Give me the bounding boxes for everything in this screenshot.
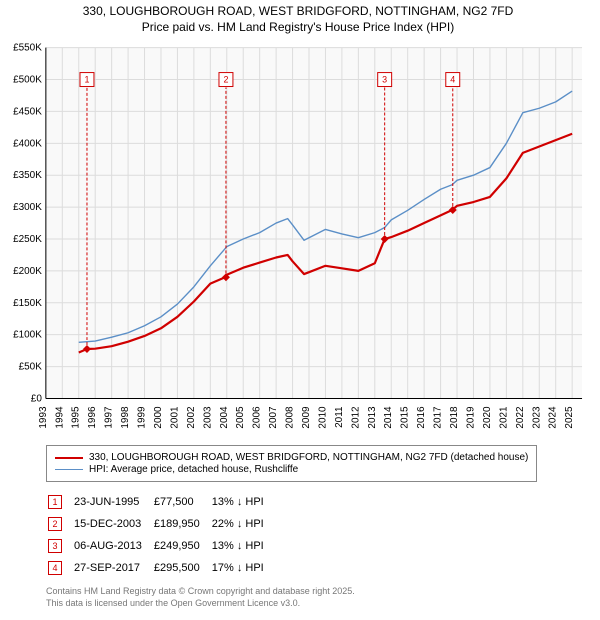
svg-text:2021: 2021 — [498, 406, 509, 429]
svg-text:2000: 2000 — [153, 406, 164, 429]
sale-delta: 13% ↓ HPI — [212, 536, 274, 556]
chart-title: 330, LOUGHBOROUGH ROAD, WEST BRIDGFORD, … — [4, 4, 592, 35]
sales-table: 123-JUN-1995£77,50013% ↓ HPI215-DEC-2003… — [46, 490, 276, 580]
legend-label: 330, LOUGHBOROUGH ROAD, WEST BRIDGFORD, … — [89, 452, 528, 463]
svg-text:2012: 2012 — [350, 406, 361, 429]
sale-date: 27-SEP-2017 — [74, 558, 152, 578]
svg-text:2005: 2005 — [235, 406, 246, 429]
svg-text:2004: 2004 — [219, 406, 230, 429]
sale-price: £77,500 — [154, 492, 210, 512]
svg-text:2025: 2025 — [564, 406, 575, 429]
svg-text:2014: 2014 — [383, 406, 394, 429]
title-line-2: Price paid vs. HM Land Registry's House … — [4, 20, 592, 36]
sale-delta: 17% ↓ HPI — [212, 558, 274, 578]
legend-swatch — [55, 469, 83, 470]
svg-text:2001: 2001 — [169, 406, 180, 429]
svg-text:2002: 2002 — [186, 406, 197, 429]
sale-price: £295,500 — [154, 558, 210, 578]
footnote: Contains HM Land Registry data © Crown c… — [46, 586, 592, 609]
svg-text:1995: 1995 — [71, 406, 82, 429]
sale-delta: 22% ↓ HPI — [212, 514, 274, 534]
footnote-line-1: Contains HM Land Registry data © Crown c… — [46, 586, 592, 598]
svg-text:1: 1 — [84, 75, 89, 85]
svg-text:2024: 2024 — [548, 406, 559, 429]
title-line-1: 330, LOUGHBOROUGH ROAD, WEST BRIDGFORD, … — [4, 4, 592, 20]
svg-text:£450K: £450K — [13, 107, 42, 118]
svg-text:2016: 2016 — [416, 406, 427, 429]
legend: 330, LOUGHBOROUGH ROAD, WEST BRIDGFORD, … — [46, 445, 537, 482]
svg-text:1997: 1997 — [104, 406, 115, 429]
svg-text:2009: 2009 — [301, 406, 312, 429]
sale-price: £249,950 — [154, 536, 210, 556]
svg-text:1998: 1998 — [120, 406, 131, 429]
svg-text:2020: 2020 — [482, 406, 493, 429]
svg-text:1999: 1999 — [137, 406, 148, 429]
svg-text:£250K: £250K — [13, 234, 42, 245]
svg-text:2017: 2017 — [433, 406, 444, 429]
svg-text:3: 3 — [382, 75, 387, 85]
svg-text:1994: 1994 — [54, 406, 65, 429]
table-row: 4 27-SEP-2017£295,50017% ↓ HPI — [48, 558, 274, 578]
svg-text:£200K: £200K — [13, 266, 42, 277]
svg-text:4: 4 — [450, 75, 455, 85]
svg-text:2019: 2019 — [465, 406, 476, 429]
svg-text:2015: 2015 — [400, 406, 411, 429]
legend-label: HPI: Average price, detached house, Rush… — [89, 464, 298, 475]
sale-marker-icon: 3 — [48, 539, 62, 553]
svg-text:2013: 2013 — [367, 406, 378, 429]
legend-row: 330, LOUGHBOROUGH ROAD, WEST BRIDGFORD, … — [55, 452, 528, 463]
svg-text:2018: 2018 — [449, 406, 460, 429]
footnote-line-2: This data is licensed under the Open Gov… — [46, 598, 592, 610]
svg-text:2007: 2007 — [268, 406, 279, 429]
legend-row: HPI: Average price, detached house, Rush… — [55, 464, 528, 475]
svg-text:£400K: £400K — [13, 139, 42, 150]
sale-date: 23-JUN-1995 — [74, 492, 152, 512]
svg-text:2003: 2003 — [202, 406, 213, 429]
sale-marker-icon: 4 — [48, 561, 62, 575]
svg-text:2022: 2022 — [515, 406, 526, 429]
svg-text:£0: £0 — [31, 394, 43, 405]
sale-price: £189,950 — [154, 514, 210, 534]
table-row: 1 23-JUN-1995£77,50013% ↓ HPI — [48, 492, 274, 512]
svg-text:2011: 2011 — [334, 406, 345, 428]
svg-text:£500K: £500K — [13, 75, 42, 86]
svg-text:£50K: £50K — [19, 362, 43, 373]
legend-swatch — [55, 457, 83, 459]
svg-text:2008: 2008 — [285, 406, 296, 429]
sale-delta: 13% ↓ HPI — [212, 492, 274, 512]
sale-marker-icon: 1 — [48, 495, 62, 509]
svg-text:2010: 2010 — [317, 406, 328, 429]
svg-text:2006: 2006 — [252, 406, 263, 429]
sale-marker-icon: 2 — [48, 517, 62, 531]
svg-text:£350K: £350K — [13, 170, 42, 181]
svg-text:£550K: £550K — [13, 43, 42, 54]
svg-text:£100K: £100K — [13, 330, 42, 341]
sale-date: 06-AUG-2013 — [74, 536, 152, 556]
svg-text:1993: 1993 — [38, 406, 49, 429]
svg-text:2: 2 — [223, 75, 228, 85]
chart-plot: £0 £50K £100K £150K £200K £250K £300K £350K £400… — [4, 39, 592, 439]
table-row: 3 06-AUG-2013£249,95013% ↓ HPI — [48, 536, 274, 556]
svg-text:£300K: £300K — [13, 202, 42, 213]
svg-text:2023: 2023 — [531, 406, 542, 429]
table-row: 2 15-DEC-2003£189,95022% ↓ HPI — [48, 514, 274, 534]
chart-container: 330, LOUGHBOROUGH ROAD, WEST BRIDGFORD, … — [0, 0, 600, 620]
svg-text:1996: 1996 — [87, 406, 98, 429]
chart-svg: £0 £50K £100K £150K £200K £250K £300K £350K £400… — [4, 39, 592, 439]
svg-text:£150K: £150K — [13, 298, 42, 309]
sale-date: 15-DEC-2003 — [74, 514, 152, 534]
